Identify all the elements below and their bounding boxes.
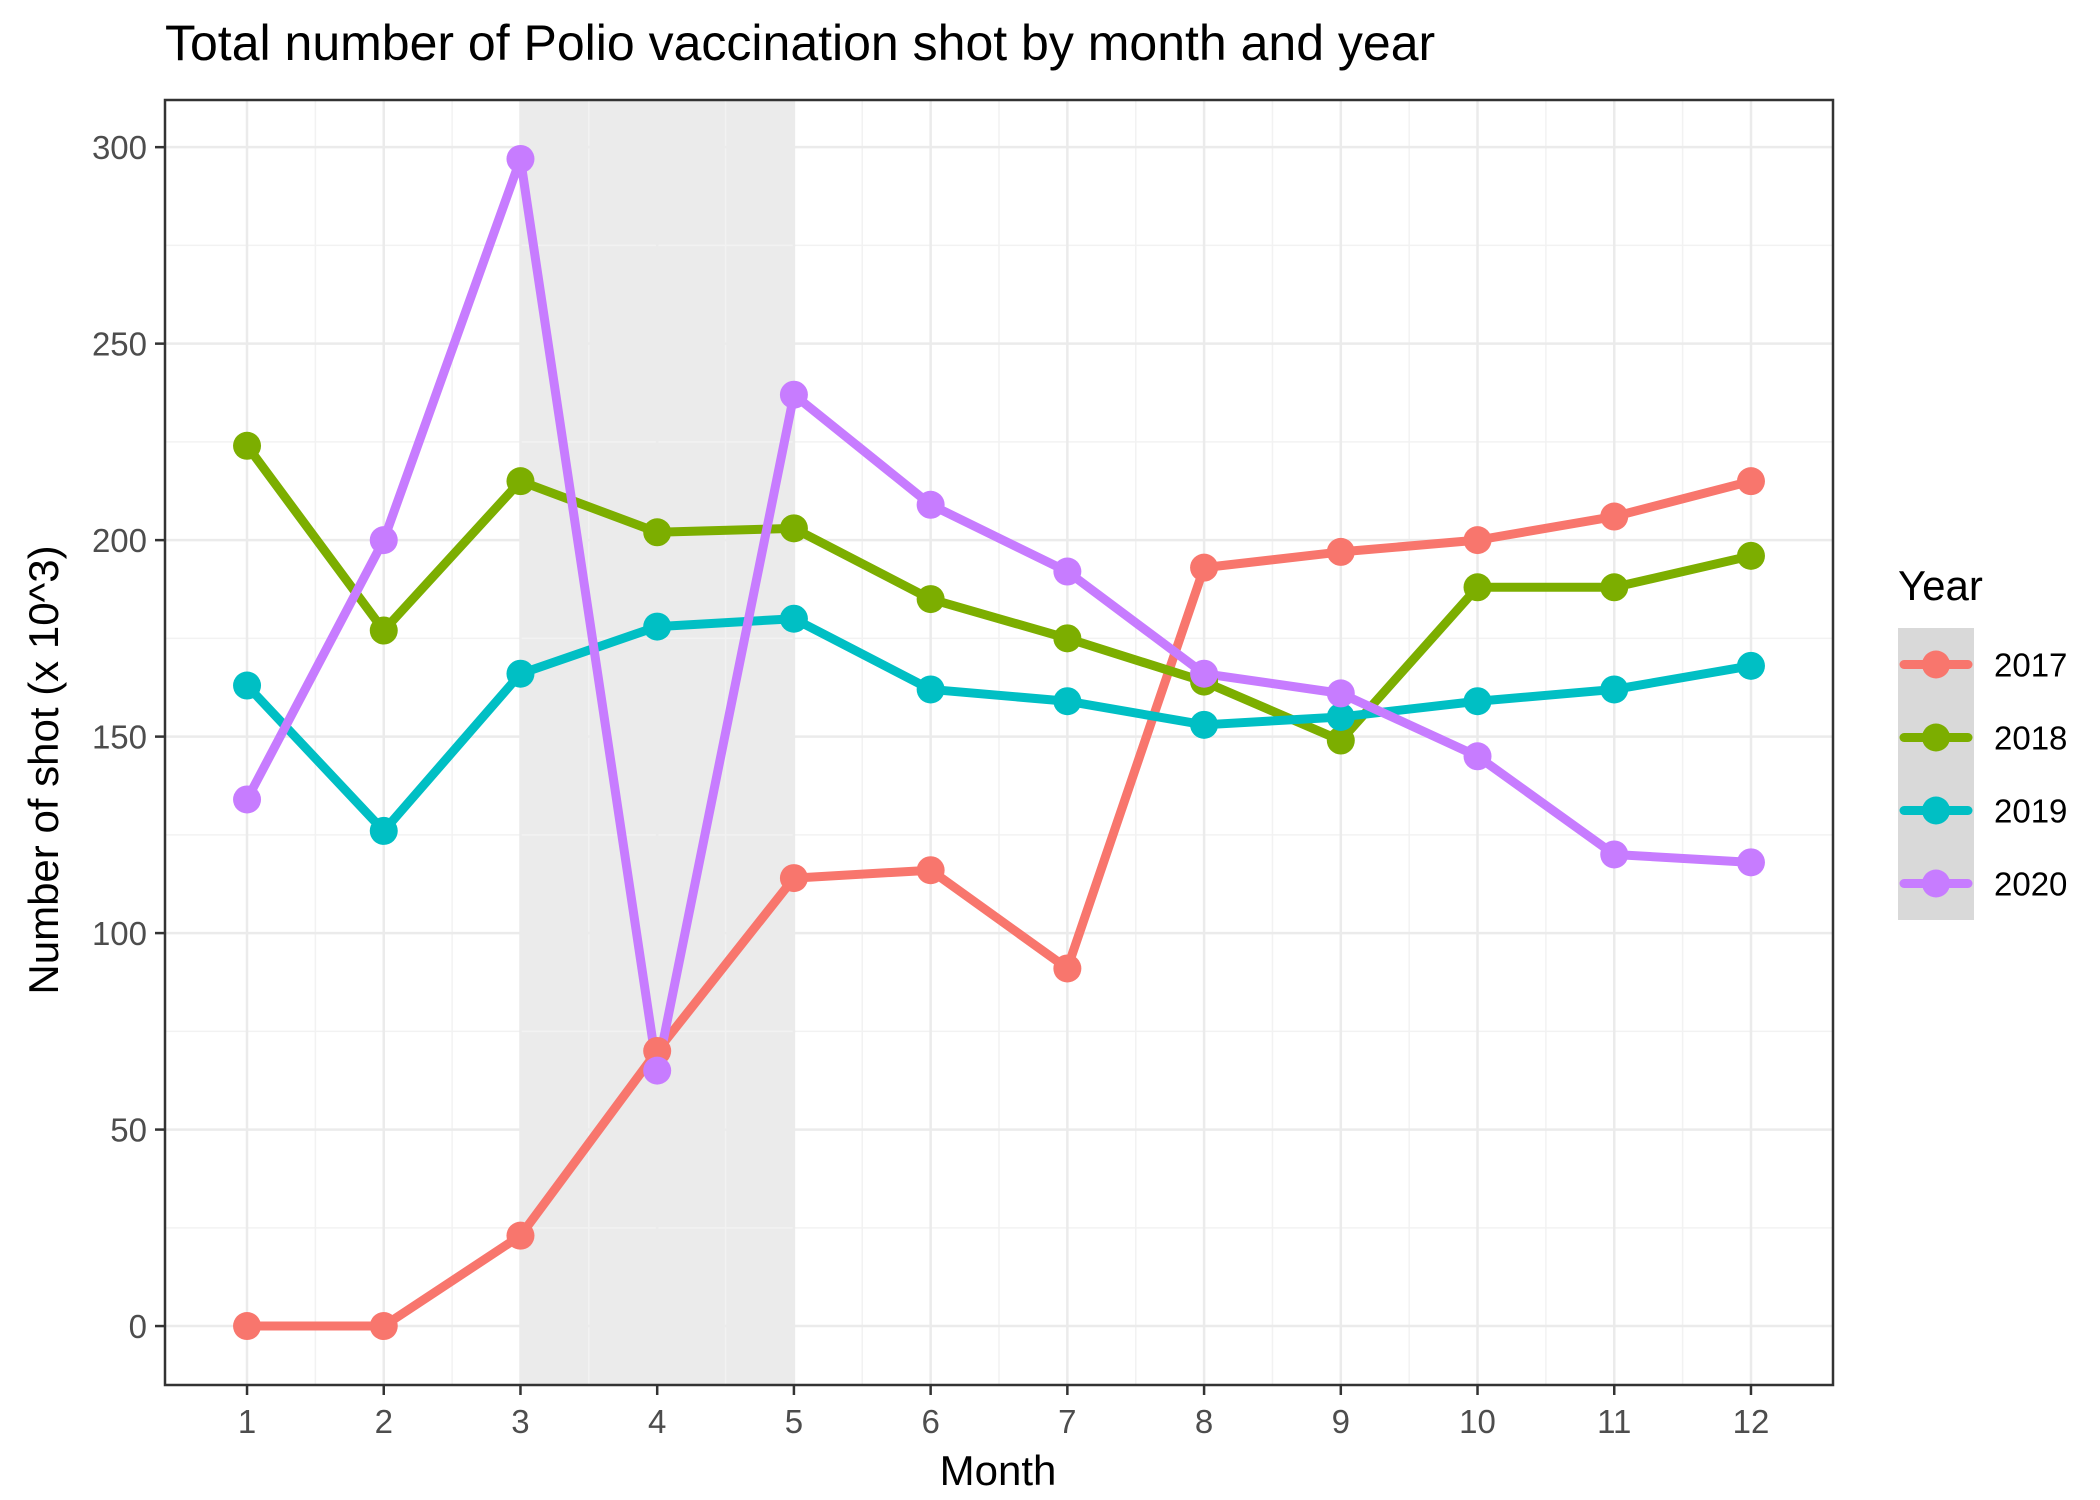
data-point-2018: [1053, 624, 1082, 653]
x-axis-label: Month: [940, 1447, 1057, 1494]
series-line-2019: [242, 614, 1756, 836]
data-point-2020: [1190, 659, 1219, 688]
data-point-2019: [779, 604, 808, 633]
x-tick-label: 6: [921, 1403, 939, 1440]
y-tick-label: 100: [92, 915, 147, 952]
legend-label-2018: 2018: [1994, 720, 2067, 757]
data-point-2019: [1736, 651, 1765, 680]
data-point-2017: [779, 864, 808, 893]
legend-key-point-2018: [1922, 723, 1950, 752]
data-point-2018: [643, 518, 672, 547]
chart-title: Total number of Polio vaccination shot b…: [165, 15, 1435, 71]
data-point-2020: [643, 1056, 672, 1085]
data-point-2019: [233, 671, 262, 700]
data-point-2020: [369, 526, 398, 555]
legend-key-point-2019: [1922, 796, 1950, 825]
data-point-2017: [233, 1312, 262, 1341]
y-tick-label: 150: [92, 719, 147, 756]
data-point-2019: [369, 816, 398, 845]
data-point-2020: [779, 380, 808, 409]
legend-label-2019: 2019: [1994, 793, 2067, 830]
data-point-2019: [1600, 675, 1629, 704]
data-point-2017: [1463, 526, 1492, 555]
series-line-2018: [242, 441, 1756, 746]
data-point-2020: [1736, 848, 1765, 877]
data-point-2020: [1463, 742, 1492, 771]
x-tick-label: 9: [1332, 1403, 1350, 1440]
x-tick-label: 2: [375, 1403, 393, 1440]
x-tick-label: 3: [511, 1403, 529, 1440]
data-point-2019: [1463, 687, 1492, 716]
x-tick-label: 12: [1733, 1403, 1770, 1440]
data-point-2017: [916, 856, 945, 885]
data-point-2017: [506, 1221, 535, 1250]
data-point-2018: [779, 514, 808, 543]
data-point-2017: [1600, 502, 1629, 531]
data-point-2019: [1326, 702, 1355, 731]
data-point-2018: [369, 616, 398, 645]
series-line-2017: [242, 476, 1756, 1331]
y-axis-label: Number of shot (x 10^3): [20, 545, 67, 994]
data-point-2017: [1053, 954, 1082, 983]
x-tick-label: 8: [1195, 1403, 1213, 1440]
data-point-2018: [916, 585, 945, 614]
y-tick-label: 200: [92, 522, 147, 559]
data-point-2020: [1600, 840, 1629, 869]
data-point-2018: [233, 431, 262, 460]
data-point-2020: [506, 144, 535, 173]
y-tick-label: 300: [92, 129, 147, 166]
data-point-2020: [1326, 679, 1355, 708]
series-line-2020: [242, 154, 1756, 1076]
legend: Year 2017 2018 2019 2020: [1898, 562, 2067, 920]
data-point-2019: [643, 612, 672, 641]
x-tick-label: 11: [1597, 1403, 1631, 1440]
x-tick-label: 7: [1058, 1403, 1076, 1440]
data-point-2017: [369, 1312, 398, 1341]
y-tick-label: 50: [110, 1112, 147, 1149]
x-tick-label: 10: [1459, 1403, 1496, 1440]
data-point-2017: [1326, 537, 1355, 566]
data-point-2020: [1053, 557, 1082, 586]
data-point-2018: [506, 467, 535, 496]
legend-key-point-2017: [1922, 650, 1950, 679]
x-tick-label: 5: [785, 1403, 803, 1440]
data-point-2018: [1600, 573, 1629, 602]
data-point-2020: [916, 490, 945, 519]
data-point-2017: [1190, 553, 1219, 582]
legend-label-2017: 2017: [1994, 647, 2067, 684]
panel-border: [163, 98, 1835, 1387]
data-point-2017: [1736, 467, 1765, 496]
data-point-2019: [1190, 710, 1219, 739]
x-tick-label: 4: [648, 1403, 666, 1440]
data-point-2018: [1326, 726, 1355, 755]
data-point-2019: [1053, 687, 1082, 716]
data-point-2018: [1736, 541, 1765, 570]
data-point-2020: [233, 785, 262, 814]
data-point-2018: [1463, 573, 1492, 602]
data-point-2019: [506, 659, 535, 688]
legend-key-point-2020: [1922, 869, 1950, 898]
y-tick-label: 250: [92, 326, 147, 363]
legend-label-2020: 2020: [1994, 866, 2067, 903]
x-tick-label: 1: [238, 1403, 256, 1440]
data-point-2019: [916, 675, 945, 704]
legend-title: Year: [1898, 562, 1983, 609]
y-tick-label: 0: [129, 1308, 147, 1345]
data-point-2017: [643, 1036, 672, 1065]
